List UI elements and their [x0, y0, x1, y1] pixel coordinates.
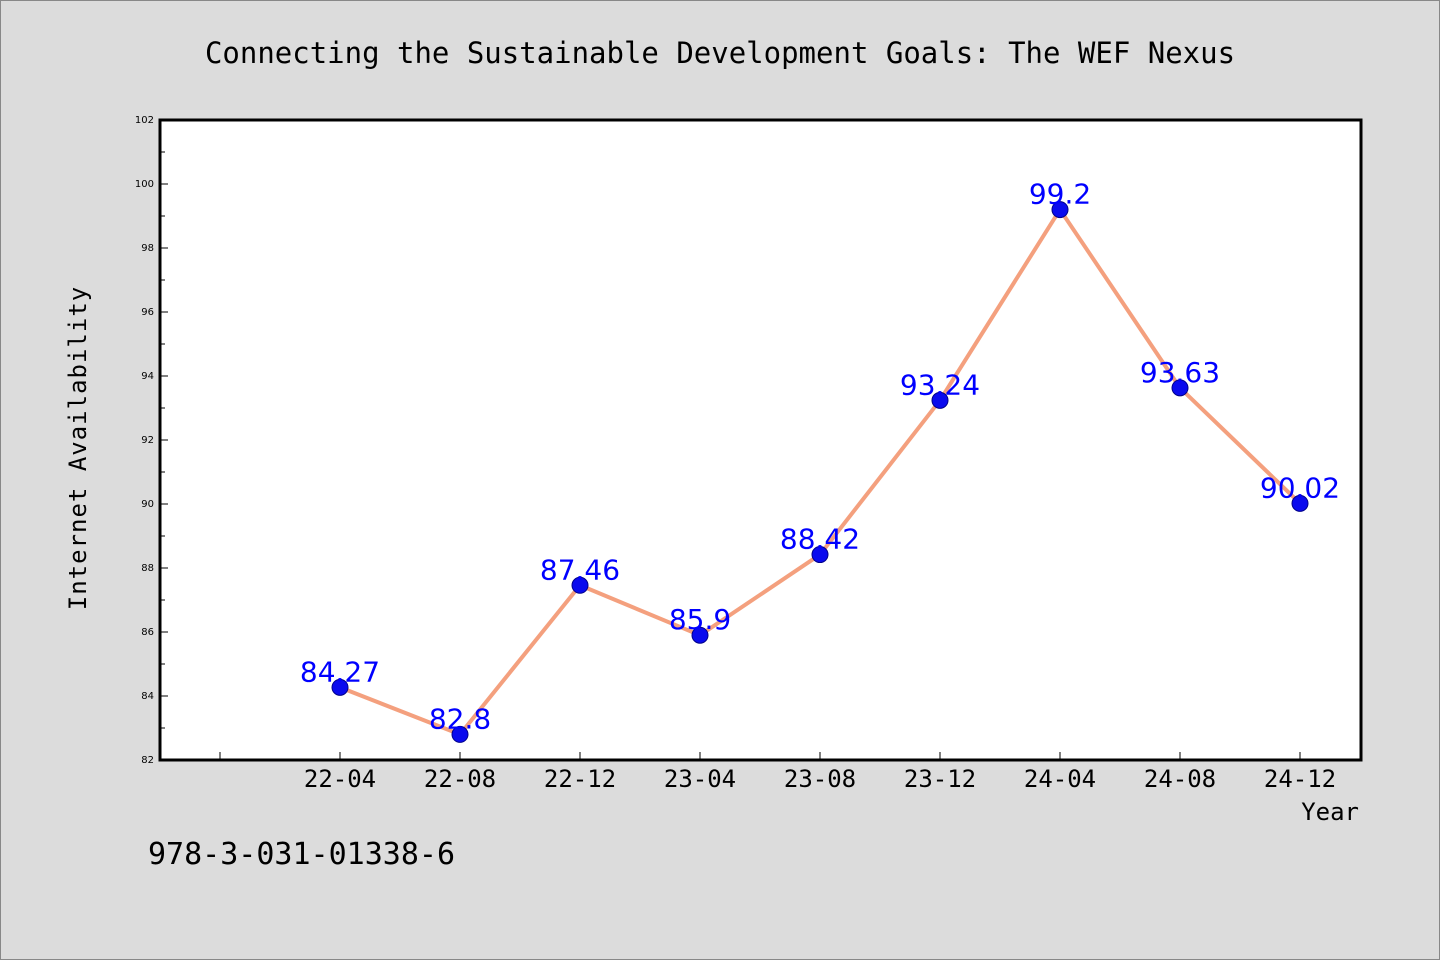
x-tick-label: 22-08 — [424, 765, 496, 793]
chart-title: Connecting the Sustainable Development G… — [205, 36, 1235, 70]
x-tick-label: 22-12 — [544, 765, 616, 793]
data-label: 93.24 — [900, 368, 980, 401]
data-point — [1051, 201, 1069, 219]
y-tick-label: 82 — [141, 755, 154, 766]
data-point — [1171, 379, 1189, 397]
y-tick-label: 92 — [141, 435, 154, 446]
data-point — [451, 725, 469, 743]
x-axis-label: Year — [1301, 798, 1359, 826]
data-label: 88.42 — [780, 523, 860, 556]
data-point — [571, 576, 589, 594]
y-tick-label: 86 — [141, 627, 154, 638]
y-axis: 82 84 86 88 90 92 94 96 98 100 102 — [135, 115, 168, 766]
series-layer: 84.27 82.8 87.46 85.9 88.42 93.24 99.2 93.63 90.… — [300, 178, 1340, 743]
y-tick-label: 88 — [141, 563, 154, 574]
y-tick-label: 90 — [141, 499, 154, 510]
data-label: 87.46 — [540, 553, 620, 586]
y-tick-label: 96 — [141, 307, 154, 318]
data-point — [1291, 494, 1309, 512]
data-label: 84.27 — [300, 655, 380, 688]
y-tick-label: 84 — [141, 691, 154, 702]
x-tick-label: 23-12 — [904, 765, 976, 793]
y-tick-label: 98 — [141, 243, 154, 254]
y-tick-label: 100 — [135, 179, 154, 190]
data-label: 99.2 — [1029, 178, 1091, 211]
y-tick-label: 102 — [135, 115, 154, 126]
x-axis: 22-04 22-08 22-12 23-04 23-08 23-12 24-04 24-08… — [219, 752, 1336, 793]
data-label: 82.8 — [429, 702, 491, 735]
data-label: 90.02 — [1260, 471, 1340, 504]
data-label: 85.9 — [669, 603, 731, 636]
data-point — [691, 626, 709, 644]
data-point — [811, 546, 829, 564]
x-tick-label: 24-08 — [1144, 765, 1216, 793]
y-tick-label: 94 — [141, 371, 154, 382]
y-axis-label: Internet Availability — [64, 286, 92, 610]
data-point — [331, 678, 349, 696]
x-tick-label: 23-08 — [784, 765, 856, 793]
x-tick-label: 24-04 — [1024, 765, 1096, 793]
x-tick-label: 22-04 — [304, 765, 376, 793]
footnote-isbn: 978-3-031-01338-6 — [148, 837, 455, 872]
plot-area — [158, 118, 1363, 762]
x-tick-label: 23-04 — [664, 765, 736, 793]
data-point — [931, 391, 949, 409]
x-tick-label: 24-12 — [1264, 765, 1336, 793]
data-label: 93.63 — [1140, 356, 1220, 389]
